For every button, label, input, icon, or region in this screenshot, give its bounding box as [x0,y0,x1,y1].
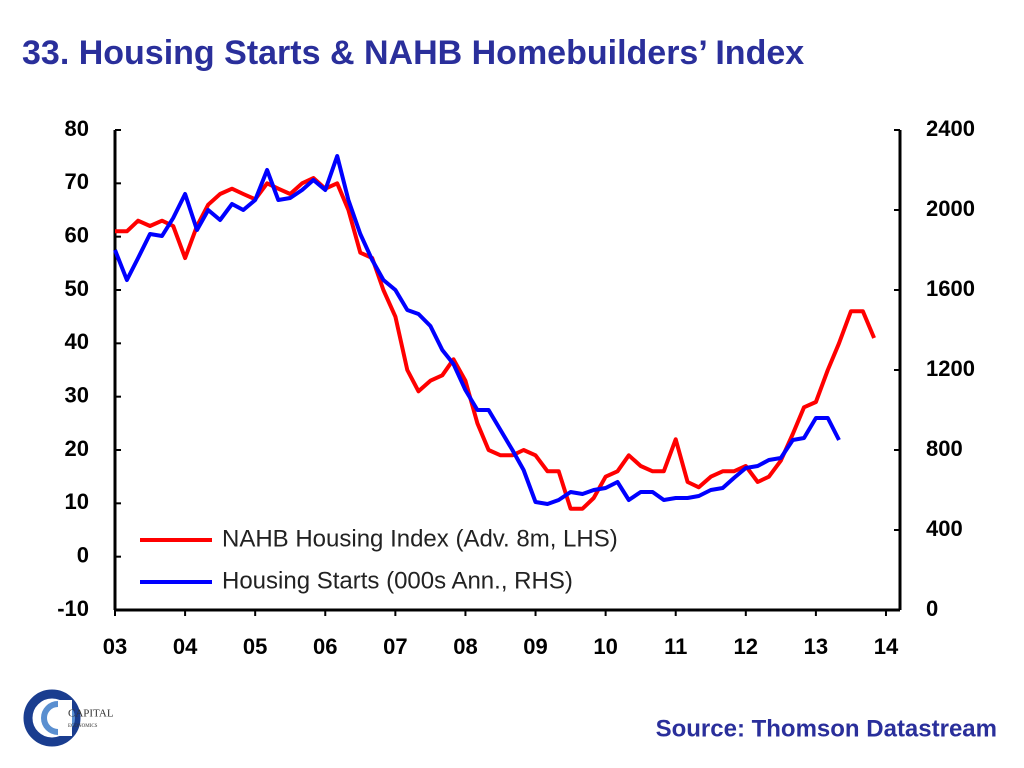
legend-label: Housing Starts (000s Ann., RHS) [222,567,573,594]
logo-ring [23,689,81,747]
y-tick-label: 10 [65,489,89,514]
y2-tick-label: 2400 [926,116,975,141]
logo-cut [58,700,72,736]
y2-tick-label: 1200 [926,356,975,381]
x-tick-label: 11 [664,634,687,659]
legend-label: NAHB Housing Index (Adv. 8m, LHS) [222,525,618,552]
y2-tick-label: 800 [926,436,963,461]
y-tick-label: 50 [65,276,89,301]
y-tick-label: 20 [65,436,89,461]
y-tick-label: 0 [77,542,89,567]
y-tick-label: 60 [65,222,89,247]
y2-tick-label: 2000 [926,196,975,221]
logo-text: ECONOMICS [68,724,98,729]
logo: CAPITAL ECONOMICS [23,689,114,747]
logo-text: CAPITAL [68,708,114,720]
x-tick-label: 03 [103,634,127,659]
x-tick-label: 05 [243,634,267,659]
y2-tick-label: 400 [926,516,963,541]
x-tick-label: 06 [313,634,337,659]
y-tick-label: 80 [65,116,89,141]
y-tick-label: 40 [65,329,89,354]
y-tick-label: 30 [65,382,89,407]
x-tick-label: 08 [453,634,477,659]
x-tick-label: 10 [593,634,617,659]
x-tick-label: 12 [734,634,758,659]
x-tick-label: 09 [523,634,547,659]
source-note: Source: Thomson Datastream [656,715,997,742]
x-tick-label: 14 [874,634,899,659]
x-tick-label: 07 [383,634,407,659]
chart-title: 33. Housing Starts & NAHB Homebuilders’ … [22,34,804,72]
data-line [113,154,841,506]
x-tick-label: 04 [173,634,198,659]
y2-tick-label: 0 [926,596,938,621]
y-tick-label: -10 [57,596,89,621]
x-tick-label: 13 [804,634,828,659]
y2-tick-label: 1600 [926,276,975,301]
data-line [115,176,876,511]
y-tick-label: 70 [65,169,89,194]
